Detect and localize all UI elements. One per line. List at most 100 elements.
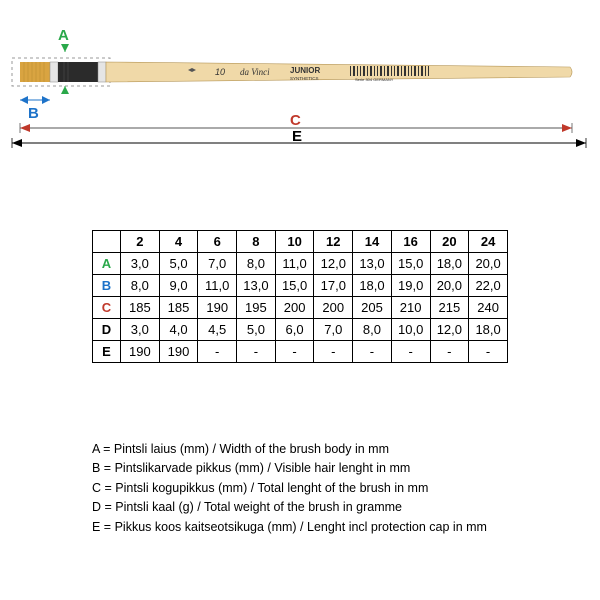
brand-text1: 10 (215, 67, 225, 77)
cell: 13,0 (353, 253, 392, 275)
spec-table: 2 4 6 8 10 12 14 16 20 24 A3,05,07,08,01… (92, 230, 508, 363)
col-header: 10 (275, 231, 314, 253)
brush-handle (106, 62, 572, 82)
cell: 8,0 (237, 253, 276, 275)
info-text: Serie 304 GERMANY (355, 77, 394, 82)
brush-bristles (20, 62, 50, 82)
cell: 12,0 (430, 319, 469, 341)
table-row: B8,09,011,013,015,017,018,019,020,022,0 (93, 275, 508, 297)
col-header: 14 (353, 231, 392, 253)
arrow-e-right (576, 139, 586, 147)
arrow-c-left (20, 124, 30, 132)
cell: 15,0 (391, 253, 430, 275)
label-e: E (292, 128, 302, 145)
cell: 190 (159, 341, 198, 363)
ferrule-light (50, 62, 58, 82)
table-row: E190190-------- (93, 341, 508, 363)
cell: 9,0 (159, 275, 198, 297)
cell: - (391, 341, 430, 363)
legend-line: E = Pikkus koos kaitseotsikuga (mm) / Le… (92, 518, 487, 537)
arrow-e-left (12, 139, 22, 147)
cell: 190 (121, 341, 160, 363)
col-header: 2 (121, 231, 160, 253)
cell: 185 (121, 297, 160, 319)
header-blank (93, 231, 121, 253)
cell: 195 (237, 297, 276, 319)
cell: 190 (198, 297, 237, 319)
cell: 240 (469, 297, 508, 319)
cell: 18,0 (430, 253, 469, 275)
table-row: D3,04,04,55,06,07,08,010,012,018,0 (93, 319, 508, 341)
row-key-D: D (93, 319, 121, 341)
table-row: C185185190195200200205210215240 (93, 297, 508, 319)
arrow-b-left (20, 96, 28, 104)
cell: 19,0 (391, 275, 430, 297)
cell: 205 (353, 297, 392, 319)
brush-diagram: 10 da Vinci JUNIOR SYNTHETICS (10, 28, 590, 153)
cell: 185 (159, 297, 198, 319)
col-header: 4 (159, 231, 198, 253)
cell: 20,0 (430, 275, 469, 297)
cell: 18,0 (469, 319, 508, 341)
cell: 200 (275, 297, 314, 319)
arrow-a-up (61, 86, 69, 94)
legend-line: D = Pintsli kaal (g) / Total weight of t… (92, 498, 487, 517)
col-header: 8 (237, 231, 276, 253)
cell: 3,0 (121, 319, 160, 341)
col-header: 20 (430, 231, 469, 253)
cell: 13,0 (237, 275, 276, 297)
cell: 8,0 (353, 319, 392, 341)
brand-synth: SYNTHETICS (290, 76, 319, 81)
table-row: A3,05,07,08,011,012,013,015,018,020,0 (93, 253, 508, 275)
cell: 15,0 (275, 275, 314, 297)
cell: - (469, 341, 508, 363)
diagram-svg: 10 da Vinci JUNIOR SYNTHETICS (10, 28, 590, 153)
cell: 8,0 (121, 275, 160, 297)
cell: 12,0 (314, 253, 353, 275)
legend-line: A = Pintsli laius (mm) / Width of the br… (92, 440, 487, 459)
col-header: 6 (198, 231, 237, 253)
cell: 4,5 (198, 319, 237, 341)
cell: 17,0 (314, 275, 353, 297)
cell: 4,0 (159, 319, 198, 341)
cell: 11,0 (198, 275, 237, 297)
cell: - (430, 341, 469, 363)
cell: 210 (391, 297, 430, 319)
legend: A = Pintsli laius (mm) / Width of the br… (92, 440, 487, 537)
brand-junior: JUNIOR (290, 66, 320, 75)
cell: 6,0 (275, 319, 314, 341)
legend-line: B = Pintslikarvade pikkus (mm) / Visible… (92, 459, 487, 478)
row-key-A: A (93, 253, 121, 275)
cell: 5,0 (237, 319, 276, 341)
col-header: 24 (469, 231, 508, 253)
row-key-C: C (93, 297, 121, 319)
brand-davinci: da Vinci (240, 67, 270, 77)
cell: - (314, 341, 353, 363)
cell: 3,0 (121, 253, 160, 275)
legend-line: C = Pintsli kogupikkus (mm) / Total leng… (92, 479, 487, 498)
size-table: 2 4 6 8 10 12 14 16 20 24 A3,05,07,08,01… (92, 230, 508, 363)
label-c: C (290, 112, 301, 129)
cell: - (198, 341, 237, 363)
row-key-B: B (93, 275, 121, 297)
ferrule-light2 (98, 62, 106, 82)
cell: 20,0 (469, 253, 508, 275)
cell: - (237, 341, 276, 363)
label-b: B (28, 105, 39, 122)
cell: 215 (430, 297, 469, 319)
cell: 18,0 (353, 275, 392, 297)
col-header: 12 (314, 231, 353, 253)
label-a: A (58, 28, 69, 44)
table-header-row: 2 4 6 8 10 12 14 16 20 24 (93, 231, 508, 253)
cell: - (275, 341, 314, 363)
cell: 200 (314, 297, 353, 319)
cell: - (353, 341, 392, 363)
arrow-c-right (562, 124, 572, 132)
col-header: 16 (391, 231, 430, 253)
cell: 7,0 (314, 319, 353, 341)
cell: 5,0 (159, 253, 198, 275)
cell: 10,0 (391, 319, 430, 341)
arrow-b-right (42, 96, 50, 104)
row-key-E: E (93, 341, 121, 363)
cell: 22,0 (469, 275, 508, 297)
